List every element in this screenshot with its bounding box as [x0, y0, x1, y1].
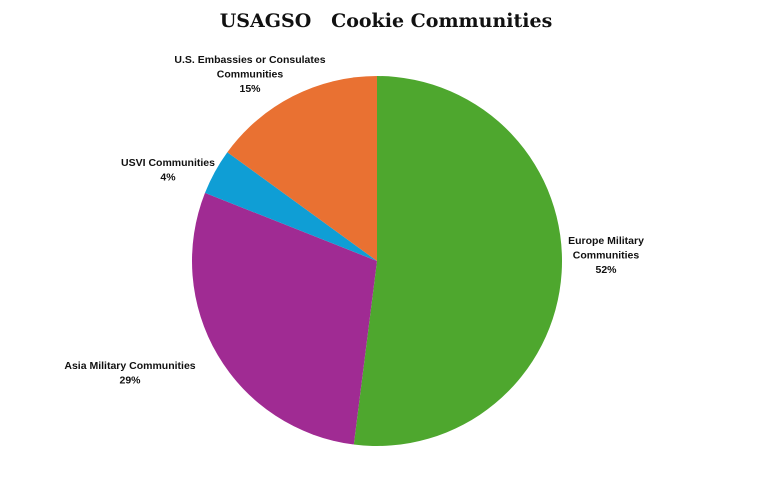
- pie-name-label: Europe Military: [568, 235, 644, 247]
- pie-value-label: 4%: [160, 172, 176, 184]
- pie-slice-usvi-communities: [204, 152, 377, 261]
- pie-slice-u-s-embassies-or-consulates-communities: [227, 76, 377, 261]
- pie-name-label: U.S. Embassies or Consulates: [174, 54, 325, 66]
- chart-title: USAGSO Cookie Communities: [220, 10, 553, 32]
- pie-label-u-s-embassies-or-consulates-communities: U.S. Embassies or Consulates Communities 1…: [174, 54, 325, 95]
- pie-slice-asia-military-communities: [192, 192, 377, 445]
- pie-value-label: 52%: [595, 264, 617, 276]
- pie-name-label: Communities: [573, 250, 640, 262]
- pie-label-usvi-communities: USVI Communities 4%: [121, 157, 215, 184]
- pie-labels: Europe Military Communities 52% Asia Milita…: [64, 54, 644, 387]
- pie-value-label: 29%: [119, 375, 141, 387]
- pie-value-label: 15%: [239, 83, 261, 95]
- pie-slice-europe-military-communities: [353, 76, 563, 446]
- pie-slices: [192, 76, 563, 446]
- pie-label-asia-military-communities: Asia Military Communities 29%: [64, 360, 195, 387]
- pie-name-label: USVI Communities: [121, 157, 215, 169]
- pie-label-europe-military-communities: Europe Military Communities 52%: [568, 235, 644, 276]
- pie-name-label: Asia Military Communities: [64, 360, 195, 372]
- pie-name-label: Communities: [217, 69, 284, 81]
